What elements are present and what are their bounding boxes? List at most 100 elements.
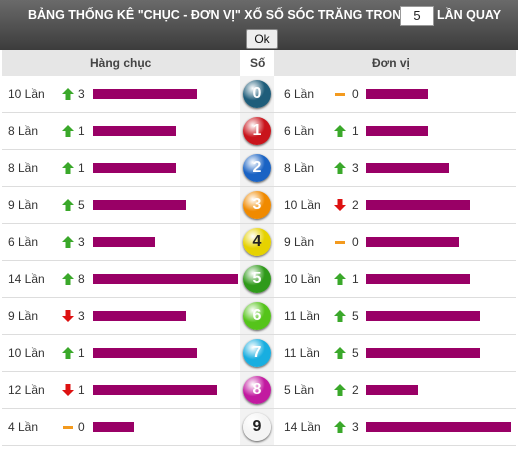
delta: 3 [78,235,85,249]
digit-ball: 0 [243,80,271,108]
count-label: 9 Lần [8,309,39,323]
count-label: 10 Lần [8,87,45,101]
delta: 1 [352,272,359,286]
column-header: Hàng chục [90,56,152,70]
table-row [2,76,516,113]
count-bar [366,422,512,432]
count-bar [93,89,197,99]
count-label: 5 Lần [284,383,315,397]
delta: 3 [352,420,359,434]
count-bar [366,348,480,358]
trend-flat [335,241,345,244]
title: BẢNG THỐNG KÊ "CHỤC - ĐƠN VỊ" XỔ SỐ SÓC … [28,8,411,22]
count-label: 10 Lần [284,272,321,286]
trend-up [62,273,74,285]
trend-up [334,125,346,137]
delta: 8 [78,272,85,286]
trend-up [334,273,346,285]
delta: 1 [352,124,359,138]
ok-button[interactable]: Ok [246,29,278,49]
count-label: 6 Lần [8,235,39,249]
count-label: 11 Lần [284,346,320,360]
count-label: 9 Lần [284,235,315,249]
digit-ball: 3 [243,191,271,219]
count-bar [93,126,176,136]
trend-flat [63,426,73,429]
digit-header-cell [240,50,274,76]
trend-up [62,236,74,248]
table-row [2,187,516,224]
trend-up [62,125,74,137]
count-label: 4 Lần [8,420,39,434]
column-header: Số [250,56,266,70]
table-row [2,298,516,335]
trend-down [62,384,74,396]
count-label: 6 Lần [284,87,315,101]
delta: 3 [78,309,85,323]
digit-ball: 9 [243,413,271,441]
count-label: 8 Lần [8,161,39,175]
table-row [2,261,516,298]
title-suffix: LẦN QUAY [437,8,502,22]
table-row [2,409,516,446]
count-bar [366,163,449,173]
count-bar [366,385,418,395]
delta: 2 [352,383,359,397]
count-label: 12 Lần [8,383,45,397]
trend-down [334,199,346,211]
trend-up [334,162,346,174]
trend-up [62,162,74,174]
delta: 0 [352,235,359,249]
delta: 2 [352,198,359,212]
delta: 3 [78,87,85,101]
delta: 1 [78,161,85,175]
count-bar [93,200,187,210]
count-bar [366,200,470,210]
delta: 5 [78,198,85,212]
table-row [2,113,516,150]
table-row [2,335,516,372]
delta: 1 [78,383,85,397]
trend-flat [335,93,345,96]
delta: 5 [352,309,359,323]
count-bar [366,237,460,247]
trend-up [334,347,346,359]
count-label: 14 Lần [284,420,321,434]
digit-ball: 4 [243,228,271,256]
count-label: 8 Lần [284,161,315,175]
count-label: 11 Lần [284,309,320,323]
digit-ball: 1 [243,117,271,145]
count-label: 10 Lần [8,346,45,360]
digit-ball: 6 [243,302,271,330]
delta: 5 [352,346,359,360]
delta: 1 [78,346,85,360]
count-input[interactable]: 5 [400,6,434,26]
digit-ball: 2 [243,154,271,182]
count-bar [93,163,176,173]
table-row [2,150,516,187]
count-label: 14 Lần [8,272,45,286]
count-bar [93,348,197,358]
trend-up [62,199,74,211]
count-bar [93,422,135,432]
count-bar [93,311,187,321]
table-row [2,224,516,261]
count-label: 6 Lần [284,124,315,138]
count-label: 9 Lần [8,198,39,212]
count-bar [93,274,239,284]
trend-up [334,421,346,433]
digit-ball: 8 [243,376,271,404]
count-label: 10 Lần [284,198,321,212]
count-bar [366,311,480,321]
delta: 0 [78,420,85,434]
digit-ball: 7 [243,339,271,367]
delta: 1 [78,124,85,138]
digit-ball: 5 [243,265,271,293]
count-bar [366,89,429,99]
delta: 3 [352,161,359,175]
table-row [2,372,516,409]
count-bar [93,385,218,395]
delta: 0 [352,87,359,101]
count-bar [93,237,156,247]
